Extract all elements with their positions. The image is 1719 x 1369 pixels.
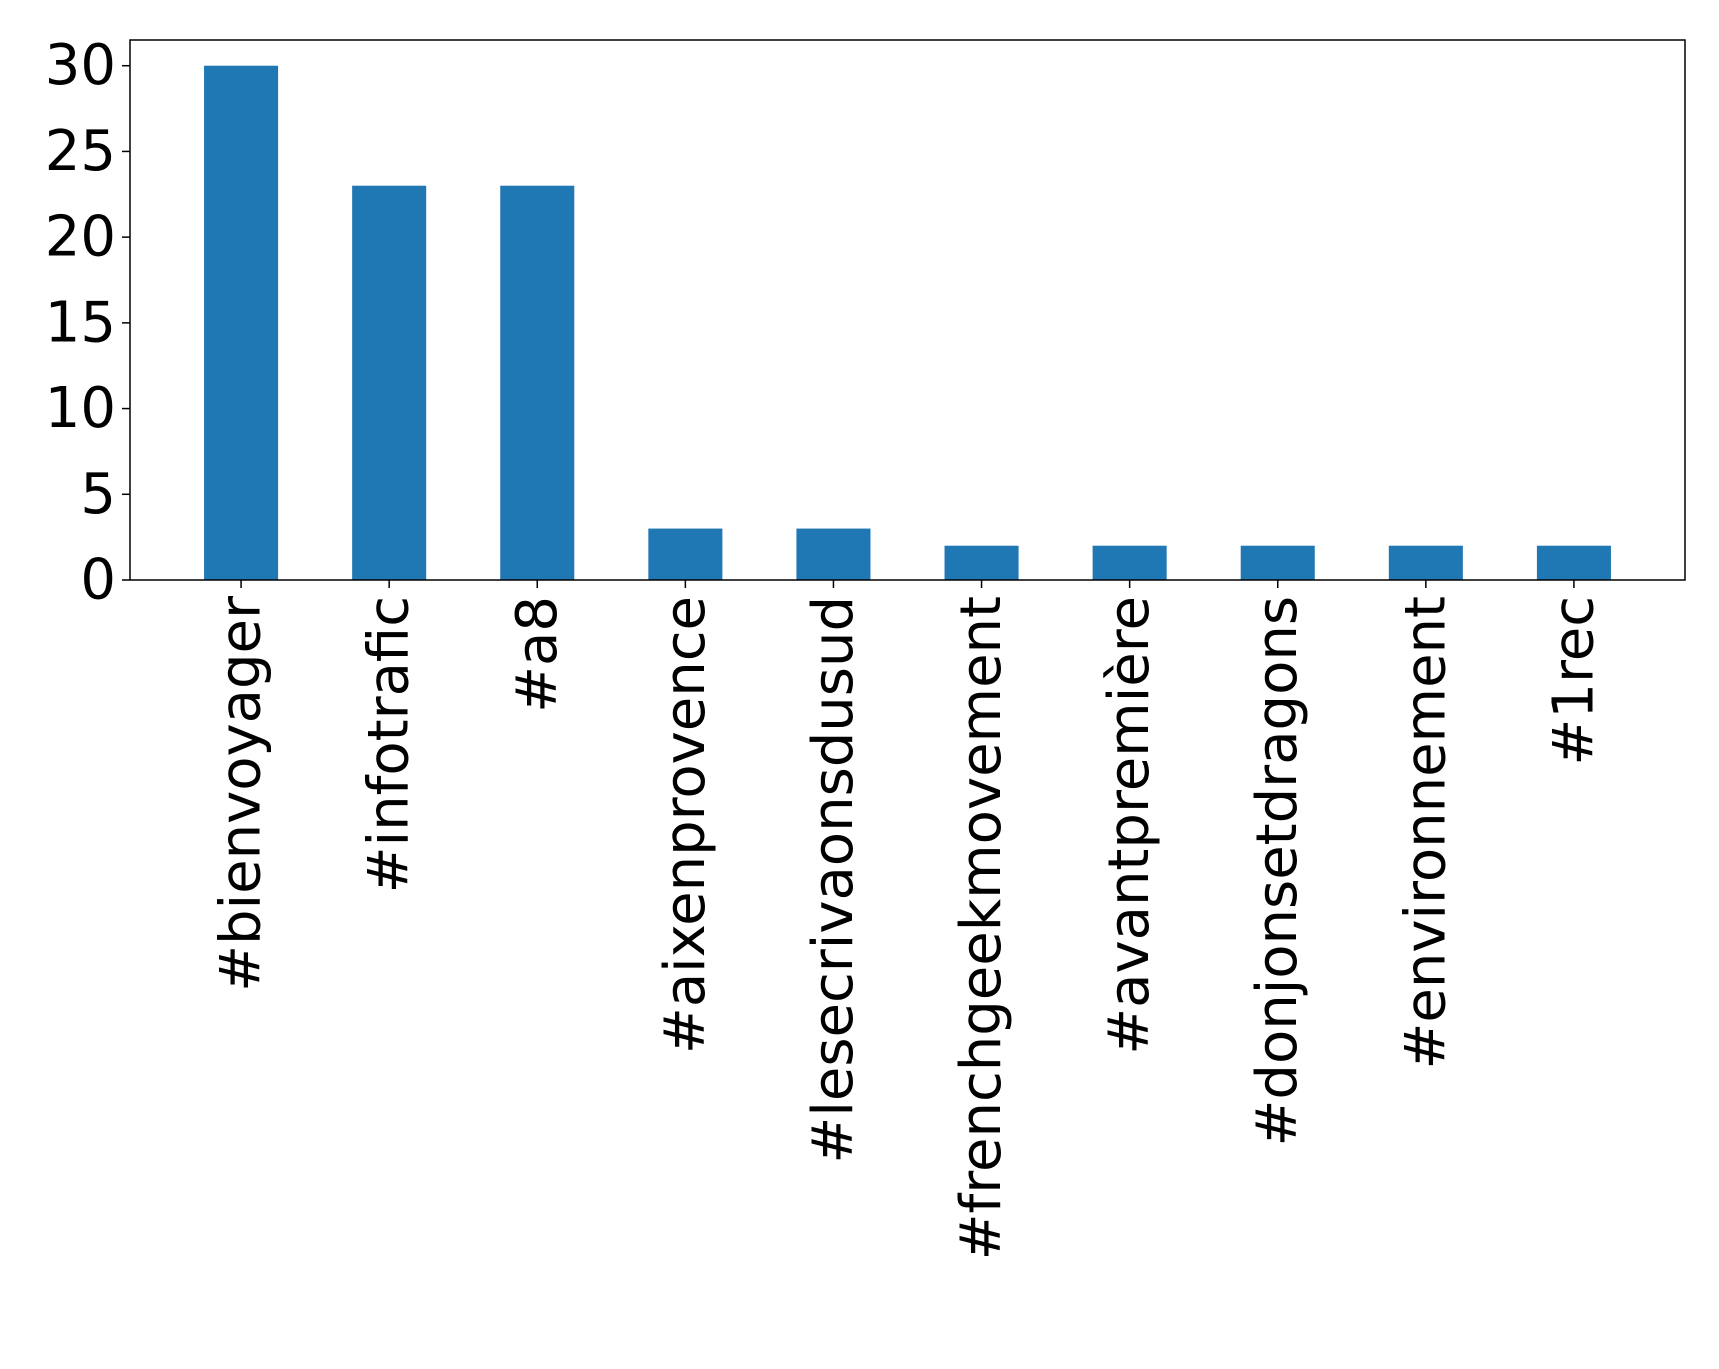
x-tick-label-9: #1rec	[1541, 596, 1606, 766]
y-tick-label-6: 30	[45, 33, 116, 98]
x-tick-label-0: #bienvoyager	[209, 595, 274, 992]
y-tick-label-3: 15	[45, 290, 116, 355]
x-tick-label-2: #a8	[505, 596, 570, 713]
bar-1	[352, 185, 427, 580]
bar-2	[500, 185, 575, 580]
x-tick-label-7: #donjonsetdragons	[1245, 596, 1310, 1146]
plot-frame	[129, 39, 1686, 581]
bar-3	[648, 528, 723, 580]
bar-7	[1240, 545, 1315, 580]
bar-5	[944, 545, 1019, 580]
bar-0	[204, 65, 279, 580]
x-tick-label-6: #avantpremière	[1097, 596, 1162, 1055]
x-tick-label-5: #frenchgeekmovement	[949, 596, 1014, 1260]
bar-4	[796, 528, 871, 580]
x-tick-label-1: #infotrafic	[357, 596, 422, 893]
bar-6	[1092, 545, 1167, 580]
y-tick-label-2: 10	[45, 376, 116, 441]
y-tick-label-4: 20	[45, 205, 116, 270]
x-tick-label-4: #lesecrivaonsdusud	[801, 596, 866, 1164]
y-tick-label-5: 25	[45, 119, 116, 184]
bar-9	[1536, 545, 1611, 580]
bars-group	[204, 65, 1611, 580]
y-tick-label-0: 0	[80, 548, 116, 613]
x-tick-label-8: #environnement	[1393, 596, 1458, 1070]
x-tick-label-3: #aixenprovence	[653, 596, 718, 1054]
y-tick-label-1: 5	[80, 462, 116, 527]
bar-8	[1388, 545, 1463, 580]
x-axis: #bienvoyager #infotrafic #a8 #aixenprovence…	[209, 580, 1606, 1260]
y-axis: 0 5 10 15 20 25 30	[45, 33, 130, 613]
